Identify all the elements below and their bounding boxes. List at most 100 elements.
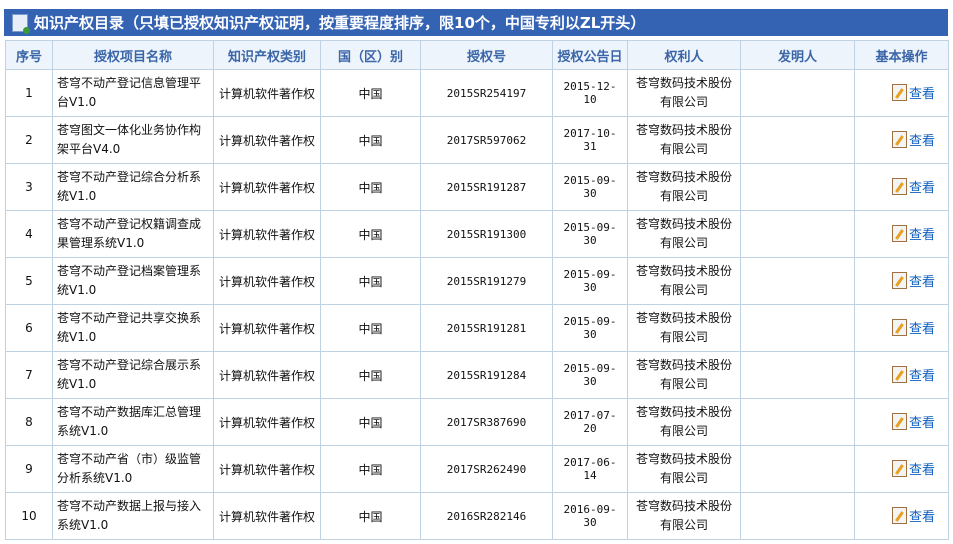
view-button[interactable]: 查看 [891, 177, 935, 196]
cell-date: 2015-09-30 [552, 304, 628, 352]
col-date-header: 授权公告日 [552, 40, 628, 70]
cell-country: 中国 [320, 398, 421, 446]
cell-country: 中国 [320, 116, 421, 164]
cell-owner: 苍穹数码技术股份有限公司 [627, 163, 741, 211]
edit-note-icon [891, 506, 907, 524]
col-auth-no-header: 授权号 [420, 40, 553, 70]
view-label[interactable]: 查看 [908, 321, 935, 337]
cell-auth-no: 2017SR262490 [420, 445, 553, 493]
cell-country: 中国 [320, 445, 421, 493]
view-button[interactable]: 查看 [891, 459, 935, 478]
table-row: 8 苍穹不动产数据库汇总管理系统V1.0 计算机软件著作权 中国 2017SR38769… [5, 398, 949, 446]
cell-country: 中国 [320, 69, 421, 117]
cell-inventor [740, 116, 855, 164]
cell-country: 中国 [320, 163, 421, 211]
view-label[interactable]: 查看 [908, 509, 935, 525]
list-icon [12, 13, 30, 34]
cell-inventor [740, 304, 855, 352]
cell-no: 9 [5, 445, 53, 493]
cell-owner: 苍穹数码技术股份有限公司 [627, 69, 741, 117]
cell-name: 苍穹不动产登记共享交换系统V1.0 [52, 304, 214, 352]
table-row: 4 苍穹不动产登记权籍调查成果管理系统V1.0 计算机软件著作权 中国 2015SR19… [5, 210, 949, 258]
cell-owner: 苍穹数码技术股份有限公司 [627, 398, 741, 446]
view-label[interactable]: 查看 [908, 274, 935, 290]
cell-inventor [740, 257, 855, 305]
cell-actions: 查看 [854, 69, 949, 117]
view-button[interactable]: 查看 [891, 506, 935, 525]
edit-note-icon [891, 412, 907, 430]
view-button[interactable]: 查看 [891, 130, 935, 149]
view-button[interactable]: 查看 [891, 271, 935, 290]
table-row: 9 苍穹不动产省（市）级监管分析系统V1.0 计算机软件著作权 中国 2017SR262… [5, 445, 949, 493]
cell-name: 苍穹不动产数据上报与接入系统V1.0 [52, 492, 214, 540]
cell-actions: 查看 [854, 304, 949, 352]
cell-name: 苍穹不动产登记信息管理平台V1.0 [52, 69, 214, 117]
cell-no: 6 [5, 304, 53, 352]
cell-owner: 苍穹数码技术股份有限公司 [627, 257, 741, 305]
table-row: 5 苍穹不动产登记档案管理系统V1.0 计算机软件著作权 中国 2015SR191279… [5, 257, 949, 305]
cell-type: 计算机软件著作权 [213, 69, 321, 117]
cell-no: 4 [5, 210, 53, 258]
edit-note-icon [891, 83, 907, 101]
cell-owner: 苍穹数码技术股份有限公司 [627, 210, 741, 258]
cell-date: 2017-06-14 [552, 445, 628, 493]
edit-note-icon [891, 318, 907, 336]
cell-actions: 查看 [854, 398, 949, 446]
cell-no: 8 [5, 398, 53, 446]
edit-note-icon [891, 271, 907, 289]
cell-auth-no: 2015SR191300 [420, 210, 553, 258]
cell-type: 计算机软件著作权 [213, 351, 321, 399]
cell-auth-no: 2017SR387690 [420, 398, 553, 446]
cell-date: 2017-07-20 [552, 398, 628, 446]
cell-auth-no: 2015SR191279 [420, 257, 553, 305]
cell-owner: 苍穹数码技术股份有限公司 [627, 445, 741, 493]
cell-inventor [740, 351, 855, 399]
cell-date: 2015-09-30 [552, 210, 628, 258]
cell-type: 计算机软件著作权 [213, 163, 321, 211]
cell-date: 2015-12-10 [552, 69, 628, 117]
view-label[interactable]: 查看 [908, 227, 935, 243]
section-title-bar: 知识产权目录（只填已授权知识产权证明，按重要程度排序，限10个，中国专利以ZL开… [4, 9, 948, 36]
cell-name: 苍穹不动产登记档案管理系统V1.0 [52, 257, 214, 305]
cell-type: 计算机软件著作权 [213, 257, 321, 305]
view-button[interactable]: 查看 [891, 412, 935, 431]
view-label[interactable]: 查看 [908, 86, 935, 102]
view-button[interactable]: 查看 [891, 318, 935, 337]
cell-no: 10 [5, 492, 53, 540]
cell-name: 苍穹不动产登记综合展示系统V1.0 [52, 351, 214, 399]
cell-auth-no: 2015SR191287 [420, 163, 553, 211]
cell-actions: 查看 [854, 116, 949, 164]
cell-no: 1 [5, 69, 53, 117]
cell-type: 计算机软件著作权 [213, 445, 321, 493]
cell-date: 2015-09-30 [552, 257, 628, 305]
cell-auth-no: 2016SR282146 [420, 492, 553, 540]
view-label[interactable]: 查看 [908, 180, 935, 196]
view-button[interactable]: 查看 [891, 83, 935, 102]
table-row: 2 苍穹图文一体化业务协作构架平台V4.0 计算机软件著作权 中国 2017SR5970… [5, 116, 949, 164]
cell-country: 中国 [320, 492, 421, 540]
view-label[interactable]: 查看 [908, 133, 935, 149]
cell-actions: 查看 [854, 351, 949, 399]
cell-actions: 查看 [854, 445, 949, 493]
cell-type: 计算机软件著作权 [213, 492, 321, 540]
cell-date: 2015-09-30 [552, 351, 628, 399]
cell-inventor [740, 445, 855, 493]
view-label[interactable]: 查看 [908, 368, 935, 384]
cell-type: 计算机软件著作权 [213, 116, 321, 164]
cell-country: 中国 [320, 257, 421, 305]
cell-auth-no: 2015SR191284 [420, 351, 553, 399]
col-inventor-header: 发明人 [740, 40, 855, 70]
cell-name: 苍穹不动产数据库汇总管理系统V1.0 [52, 398, 214, 446]
col-no-header: 序号 [5, 40, 53, 70]
cell-date: 2016-09-30 [552, 492, 628, 540]
cell-owner: 苍穹数码技术股份有限公司 [627, 116, 741, 164]
cell-country: 中国 [320, 351, 421, 399]
view-label[interactable]: 查看 [908, 415, 935, 431]
view-button[interactable]: 查看 [891, 224, 935, 243]
cell-auth-no: 2015SR191281 [420, 304, 553, 352]
view-label[interactable]: 查看 [908, 462, 935, 478]
col-actions-header: 基本操作 [854, 40, 949, 70]
view-button[interactable]: 查看 [891, 365, 935, 384]
cell-no: 3 [5, 163, 53, 211]
cell-no: 2 [5, 116, 53, 164]
